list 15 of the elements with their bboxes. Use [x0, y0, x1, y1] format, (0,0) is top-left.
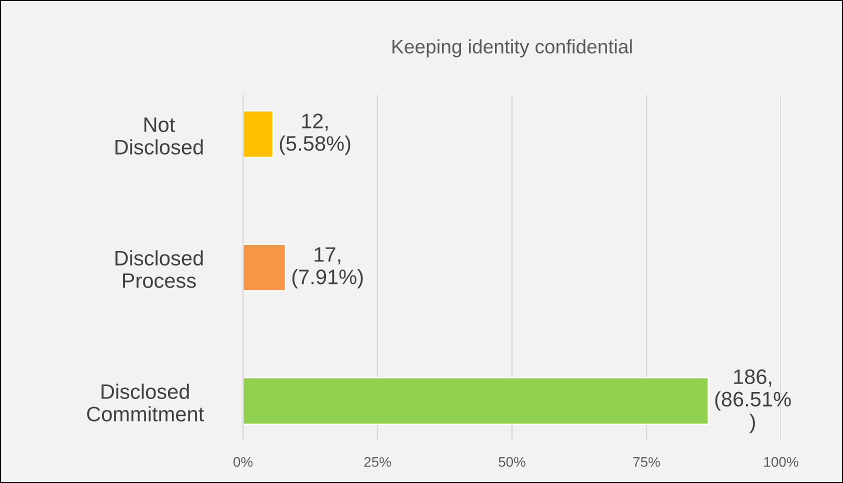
x-tick-label: 100%: [764, 457, 798, 467]
x-tick-label: 25%: [364, 457, 391, 467]
data-label: 17, (7.91%): [292, 247, 363, 288]
y-tick-label: Disclosed Process: [116, 250, 203, 288]
bar: [243, 376, 710, 426]
bar: [243, 110, 274, 158]
chart-title: Keeping identity confidential: [392, 39, 632, 58]
x-tick-label: 75%: [633, 457, 660, 467]
bar: [243, 243, 286, 292]
data-label: 186, (86.51% ): [715, 369, 791, 434]
x-tick-label: 0%: [234, 457, 253, 467]
x-tick-label: 50%: [498, 457, 526, 467]
data-label: 12, (5.58%): [280, 114, 350, 155]
y-tick-label: Disclosed Commitment: [87, 384, 204, 422]
y-tick-label: Not Disclosed: [116, 118, 203, 155]
